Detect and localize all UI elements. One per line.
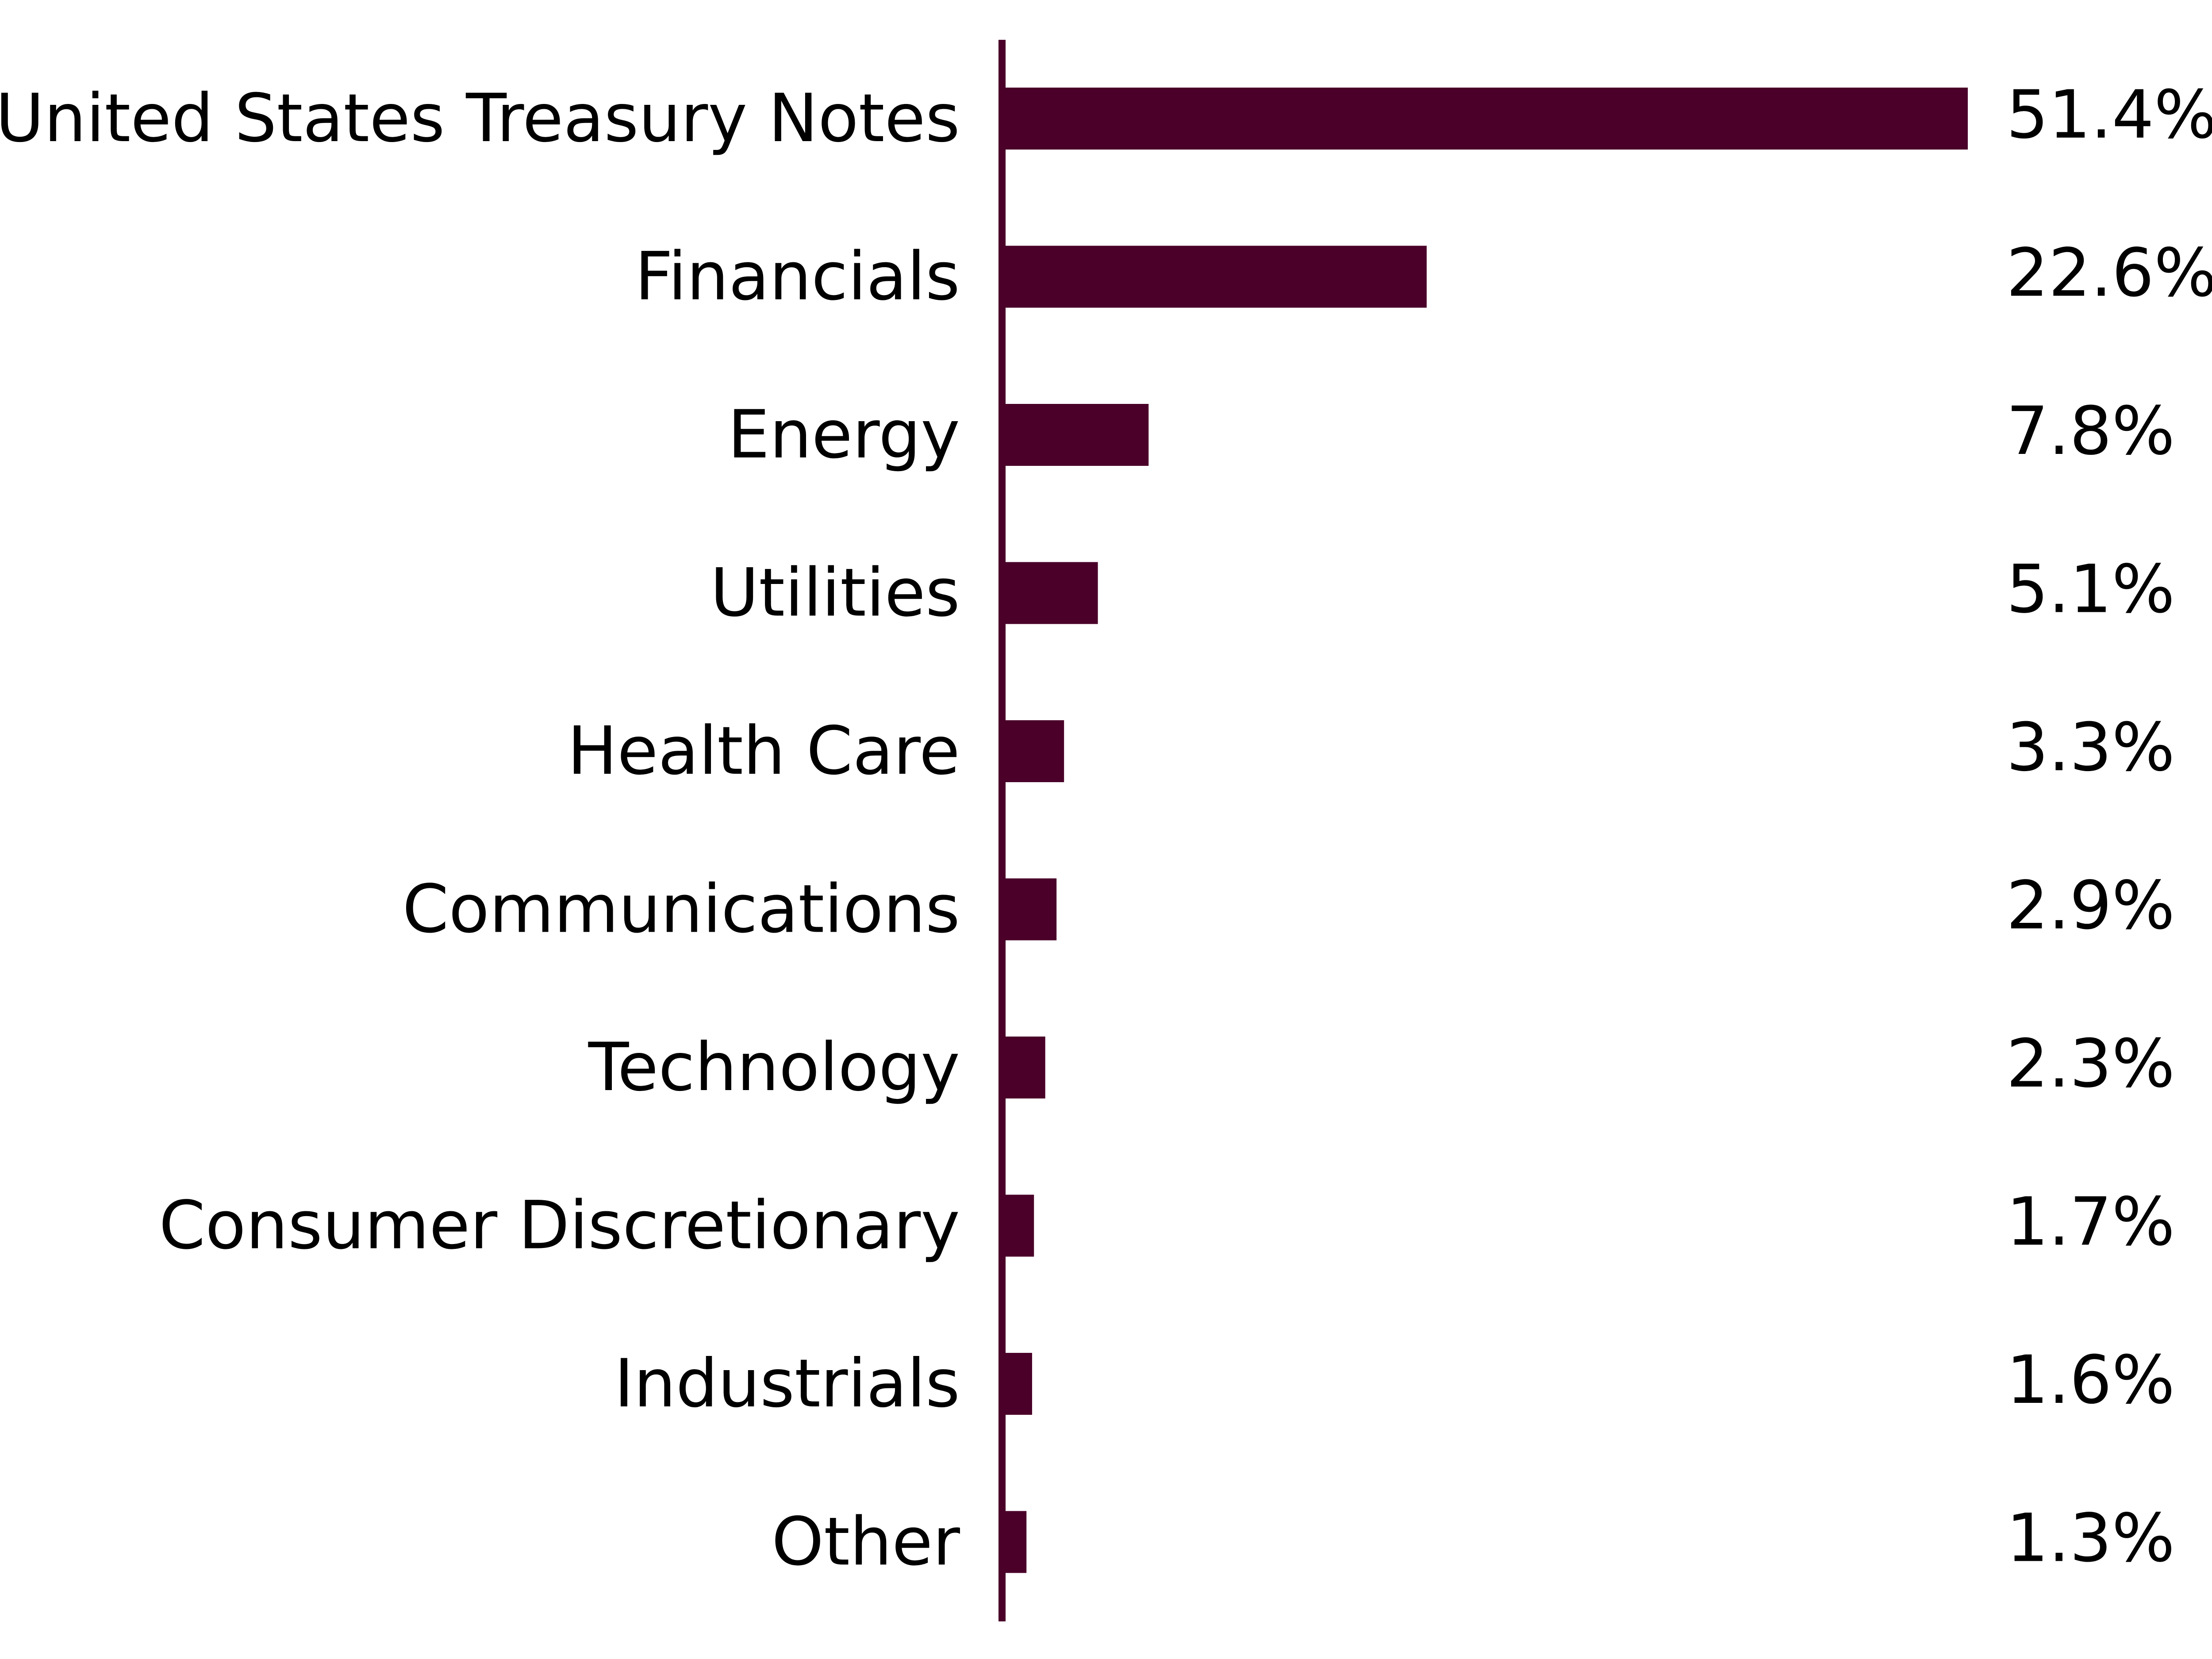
bar-communications	[1002, 878, 1057, 941]
value-label-financials: 22.6%	[2006, 235, 2212, 312]
value-label-technology: 2.3%	[2006, 1025, 2175, 1102]
bar-energy	[1002, 404, 1149, 466]
category-label-health-care: Health Care	[567, 713, 960, 790]
bar-utilities	[1002, 562, 1098, 624]
value-label-utilities: 5.1%	[2006, 551, 2175, 628]
value-label-other: 1.3%	[2006, 1500, 2175, 1577]
value-label-health-care: 3.3%	[2006, 709, 2175, 786]
value-label-united-states-treasury-notes: 51.4%	[2006, 77, 2212, 154]
category-label-technology: Technology	[588, 1029, 960, 1106]
value-label-consumer-discretionary: 1.7%	[2006, 1184, 2175, 1261]
category-label-energy: Energy	[728, 396, 960, 473]
bar-health-care	[1002, 720, 1064, 782]
bar-united-states-treasury-notes	[1002, 88, 1968, 150]
value-label-industrials: 1.6%	[2006, 1342, 2175, 1419]
category-label-consumer-discretionary: Consumer Discretionary	[159, 1187, 960, 1264]
value-labels: 51.4% 22.6% 7.8% 5.1% 3.3% 2.9% 2.3% 1.7% 1.6% 1.…	[2006, 77, 2212, 1577]
bars	[1002, 88, 1968, 1573]
bar-other	[1002, 1511, 1027, 1573]
bar-consumer-discretionary	[1002, 1194, 1034, 1257]
value-label-communications: 2.9%	[2006, 868, 2175, 945]
bar-technology	[1002, 1037, 1045, 1098]
value-label-energy: 7.8%	[2006, 393, 2175, 470]
category-labels: United States Treasury Notes Financials En…	[0, 80, 960, 1581]
bar-financials	[1002, 246, 1427, 308]
category-label-communications: Communications	[403, 871, 960, 948]
category-label-united-states-treasury-notes: United States Treasury Notes	[0, 80, 960, 157]
category-label-financials: Financials	[635, 238, 960, 315]
bar-industrials	[1002, 1353, 1032, 1415]
category-label-industrials: Industrials	[614, 1345, 960, 1422]
category-label-other: Other	[772, 1504, 960, 1581]
category-label-utilities: Utilities	[710, 555, 960, 632]
